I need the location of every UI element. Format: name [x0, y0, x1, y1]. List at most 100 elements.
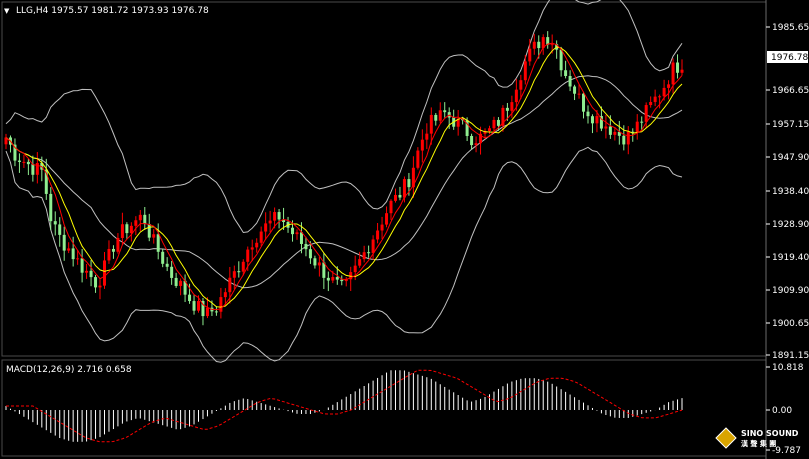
candle-body	[259, 231, 263, 243]
candle-body	[241, 261, 245, 272]
price-tick: 1891.15	[772, 351, 809, 361]
candle-body	[385, 213, 389, 225]
candle-body	[662, 87, 666, 97]
candle-body	[434, 114, 438, 121]
candle-body	[170, 266, 174, 278]
candle-body	[295, 232, 299, 235]
candle-body	[268, 220, 272, 224]
macd-indicator	[5, 369, 683, 443]
candle-body	[483, 130, 487, 134]
candle-body	[214, 311, 218, 313]
candle-body	[116, 237, 120, 252]
candle-body	[604, 126, 608, 129]
current-price-badge	[767, 51, 808, 63]
candle-body	[107, 248, 111, 261]
candle-body	[635, 121, 639, 132]
candle-body	[111, 248, 115, 252]
candle-body	[340, 279, 344, 282]
price-tick: 1919.40	[772, 253, 809, 263]
candle-body	[429, 114, 433, 134]
candle-body	[31, 164, 35, 175]
candle-body	[26, 161, 30, 165]
price-tick: 1957.15	[772, 120, 809, 130]
candle-body	[35, 163, 39, 175]
candle-body	[53, 221, 57, 225]
current-price-label: 1976.78	[771, 53, 808, 63]
yellow-ma	[5, 46, 683, 308]
candle-body	[443, 110, 447, 113]
lower-band	[5, 146, 683, 363]
candle-body	[120, 224, 124, 238]
candle-body	[76, 258, 80, 260]
candle-body	[420, 139, 424, 151]
candle-body	[492, 119, 496, 129]
candle-body	[344, 279, 348, 282]
red-ma	[5, 42, 683, 311]
candle-body	[192, 301, 196, 311]
candle-body	[367, 252, 371, 254]
candle-body	[282, 219, 286, 223]
macd-tick: 10.818	[772, 363, 804, 373]
candle-body	[353, 265, 357, 273]
candle-body	[228, 277, 232, 293]
candle-body	[541, 37, 545, 49]
candle-body	[304, 243, 308, 250]
candle-body	[496, 119, 500, 126]
candle-body	[273, 212, 277, 221]
candle-body	[277, 212, 281, 220]
candle-body	[626, 131, 630, 145]
candle-body	[649, 101, 653, 106]
candle-body	[219, 297, 223, 312]
price-axis: 1985.65 1966.65 1957.15 1947.90 1938.40 …	[766, 23, 809, 361]
candle-body	[223, 292, 227, 298]
candle-body	[62, 234, 66, 251]
candle-body	[550, 44, 554, 46]
logo-icon	[715, 427, 737, 449]
candle-body	[573, 86, 577, 94]
candle-body	[617, 131, 621, 136]
candle-body	[653, 96, 657, 102]
candle-body	[80, 258, 84, 273]
candle-body	[134, 220, 138, 226]
candle-body	[13, 144, 17, 161]
candle-body	[125, 224, 129, 234]
chart-header: LLG,H4 1975.57 1981.72 1973.93 1976.78	[16, 6, 209, 16]
candle-body	[595, 116, 599, 124]
candle-body	[308, 249, 312, 259]
candle-body	[532, 41, 536, 49]
candle-body	[156, 234, 160, 252]
candle-body	[487, 128, 491, 131]
candle-body	[564, 70, 568, 77]
candle-body	[559, 49, 563, 71]
candle-body	[58, 224, 62, 235]
candle-body	[335, 277, 339, 280]
candle-body	[680, 69, 684, 73]
candle-body	[644, 105, 648, 122]
candle-body	[519, 80, 523, 90]
candle-body	[613, 131, 617, 135]
candle-body	[313, 258, 317, 266]
candle-body	[411, 167, 415, 188]
candle-body	[474, 143, 478, 146]
candle-body	[376, 230, 380, 240]
candle-body	[67, 248, 71, 251]
candle-body	[138, 214, 142, 221]
price-tick: 1938.40	[772, 187, 809, 197]
candle-body	[671, 62, 675, 85]
main-panel-frame	[1, 1, 767, 357]
macd-label: MACD(12,26,9) 2.716 0.658	[6, 365, 132, 375]
collapse-arrow-icon[interactable]: ▼	[4, 7, 10, 15]
candle-body	[608, 126, 612, 135]
candle-body	[179, 280, 183, 286]
candle-body	[514, 89, 518, 103]
price-tick: 1966.65	[772, 86, 809, 96]
candle-body	[326, 277, 330, 281]
candle-body	[49, 193, 53, 222]
candle-body	[183, 280, 187, 295]
candle-body	[528, 48, 532, 62]
candle-body	[398, 194, 402, 198]
candle-body	[246, 249, 250, 262]
candle-body	[505, 107, 509, 111]
price-tick: 1909.90	[772, 286, 809, 296]
